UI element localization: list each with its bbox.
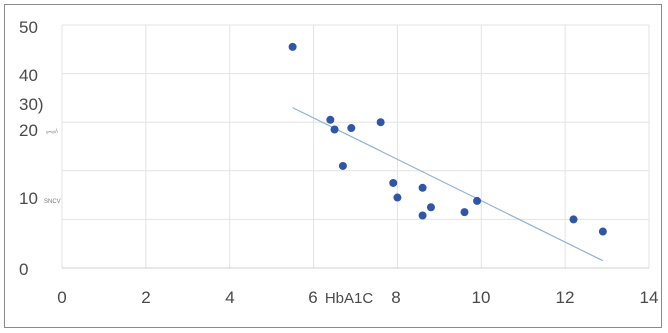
data-point (418, 211, 427, 220)
data-point (460, 208, 469, 217)
x-tick-label: 10 (472, 288, 491, 307)
data-point (288, 42, 297, 51)
y-tick-label: 40 (19, 66, 38, 85)
x-tick-label: 8 (391, 288, 400, 307)
data-point (393, 193, 402, 202)
y-tick-label: 0 (19, 260, 28, 279)
y-small-label-sncv: SNCV (44, 199, 61, 205)
data-point (473, 196, 482, 205)
x-tick-label: 2 (141, 288, 150, 307)
y-tick-label: 50 (19, 18, 38, 37)
chart-frame (4, 4, 662, 328)
y-unit-small-label: ᵤₘₒₗ/ₗ (46, 129, 58, 135)
data-point (418, 183, 427, 192)
data-point (347, 124, 356, 133)
data-point (376, 118, 385, 127)
data-point (598, 227, 607, 236)
y-tick-label: 10 (19, 189, 38, 208)
trendline (292, 107, 604, 262)
grid-lines (61, 24, 650, 269)
data-point (326, 115, 335, 124)
x-tick-label: 12 (556, 288, 575, 307)
data-point (569, 215, 578, 224)
x-axis-title: HbA1C (325, 290, 374, 307)
x-tick-label: 0 (57, 288, 66, 307)
data-point (338, 161, 347, 170)
y-tick-label: 20 (19, 121, 38, 140)
x-tick-label: 14 (640, 288, 659, 307)
data-point (426, 203, 435, 212)
data-point (389, 178, 398, 187)
data-points (288, 42, 607, 236)
x-tick-label: 4 (225, 288, 234, 307)
data-point (330, 125, 339, 134)
x-tick-label: 6 (308, 288, 317, 307)
y-tick-label: 30) (19, 95, 44, 114)
